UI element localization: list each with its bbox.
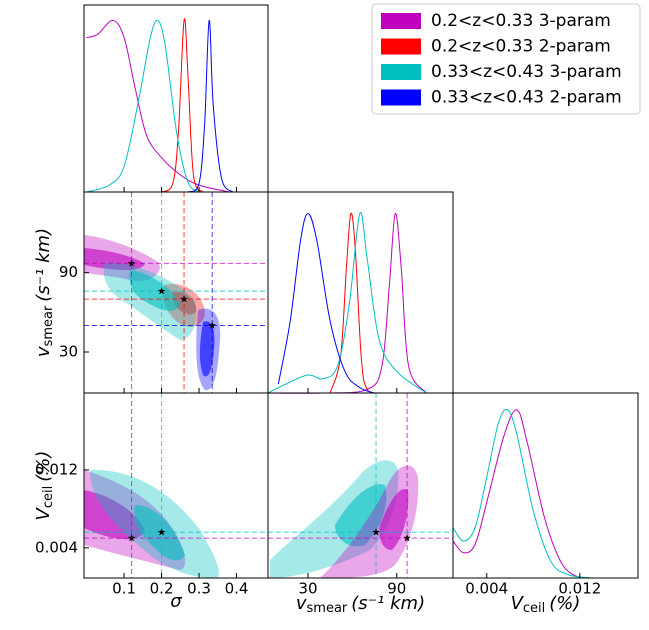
marginal-curve <box>267 213 427 394</box>
contour <box>84 490 145 540</box>
legend-swatch <box>381 89 421 106</box>
legend-swatch <box>381 13 421 29</box>
best-fit-star <box>180 295 188 303</box>
marginal-curve <box>161 18 204 193</box>
axis-label-unit: (%) <box>33 451 54 482</box>
x-tick-label: 0.2 <box>150 580 174 598</box>
marginal-curve <box>86 19 200 193</box>
axis-label: Vceil (%) <box>33 451 56 521</box>
axis-label-symbol: v <box>296 593 307 614</box>
legend-label: 0.33<z<0.43 3-param <box>431 62 622 82</box>
panel-frame <box>267 191 454 394</box>
marginal-curve <box>452 409 581 579</box>
axis-label-unit: (%) <box>549 593 580 614</box>
marginal-curve <box>277 213 375 394</box>
best-fit-star <box>157 287 166 295</box>
x-tick-label: 0.1 <box>112 580 136 598</box>
legend-swatch <box>381 64 421 80</box>
x-tick-label: 0.012 <box>558 580 601 598</box>
best-fit-star <box>127 534 136 542</box>
panel-frame <box>452 392 639 579</box>
legend-label: 0.33<z<0.43 2-param <box>431 88 622 108</box>
marginal-curve <box>86 19 230 193</box>
x-tick-label: 30 <box>298 580 317 598</box>
best-fit-star <box>127 259 136 267</box>
contour <box>335 484 387 547</box>
x-tick-label: 90 <box>387 580 406 598</box>
legend-label: 0.2<z<0.33 2-param <box>431 37 611 57</box>
marginal-curve <box>329 212 383 394</box>
y-tick-label: 30 <box>59 343 78 361</box>
marginal-curve <box>452 408 592 579</box>
axis-label: vsmear (s⁻¹ km) <box>33 228 56 357</box>
best-fit-star <box>208 321 216 329</box>
axis-label-symbol: V <box>511 593 525 614</box>
legend-box <box>371 3 641 115</box>
x-tick-label: 0.3 <box>187 580 211 598</box>
marginal-curve <box>187 19 234 193</box>
legend-swatch <box>381 38 421 55</box>
marginal-curve <box>267 211 427 394</box>
axis-label: Vceil (%) <box>511 593 581 616</box>
axis-label: σ <box>170 591 182 612</box>
contours <box>84 235 419 578</box>
x-tick-label: 0.004 <box>465 580 508 598</box>
contour <box>199 321 215 377</box>
x-tick-label: 0.4 <box>225 580 249 598</box>
best-fit-star <box>372 528 380 536</box>
axis-label-symbol: v <box>33 346 54 357</box>
axis-label-symbol: V <box>33 506 54 520</box>
y-tick-label: 90 <box>59 263 78 281</box>
contour <box>320 465 419 578</box>
axis-label-subscript: smear <box>307 601 348 616</box>
y-tick-label: 0.004 <box>35 538 78 556</box>
legend-label: 0.2<z<0.33 3-param <box>431 11 611 31</box>
axis-label-subscript: ceil <box>523 601 545 616</box>
axis-label-unit: (s⁻¹ km) <box>351 593 425 614</box>
contour <box>129 270 180 311</box>
contour <box>379 489 409 550</box>
y-tick-label: 0.012 <box>35 460 78 478</box>
axis-label-symbol: σ <box>170 591 182 612</box>
best-fit-star <box>157 528 166 536</box>
axis-label-unit: (s⁻¹ km) <box>33 228 54 302</box>
axis-label-subscript: smear <box>41 305 56 346</box>
axis-label-subscript: ceil <box>41 486 56 508</box>
contour <box>172 291 197 315</box>
best-fit-star <box>403 534 411 542</box>
axis-label: vsmear(s⁻¹ km) <box>296 593 425 616</box>
contour <box>84 248 145 271</box>
